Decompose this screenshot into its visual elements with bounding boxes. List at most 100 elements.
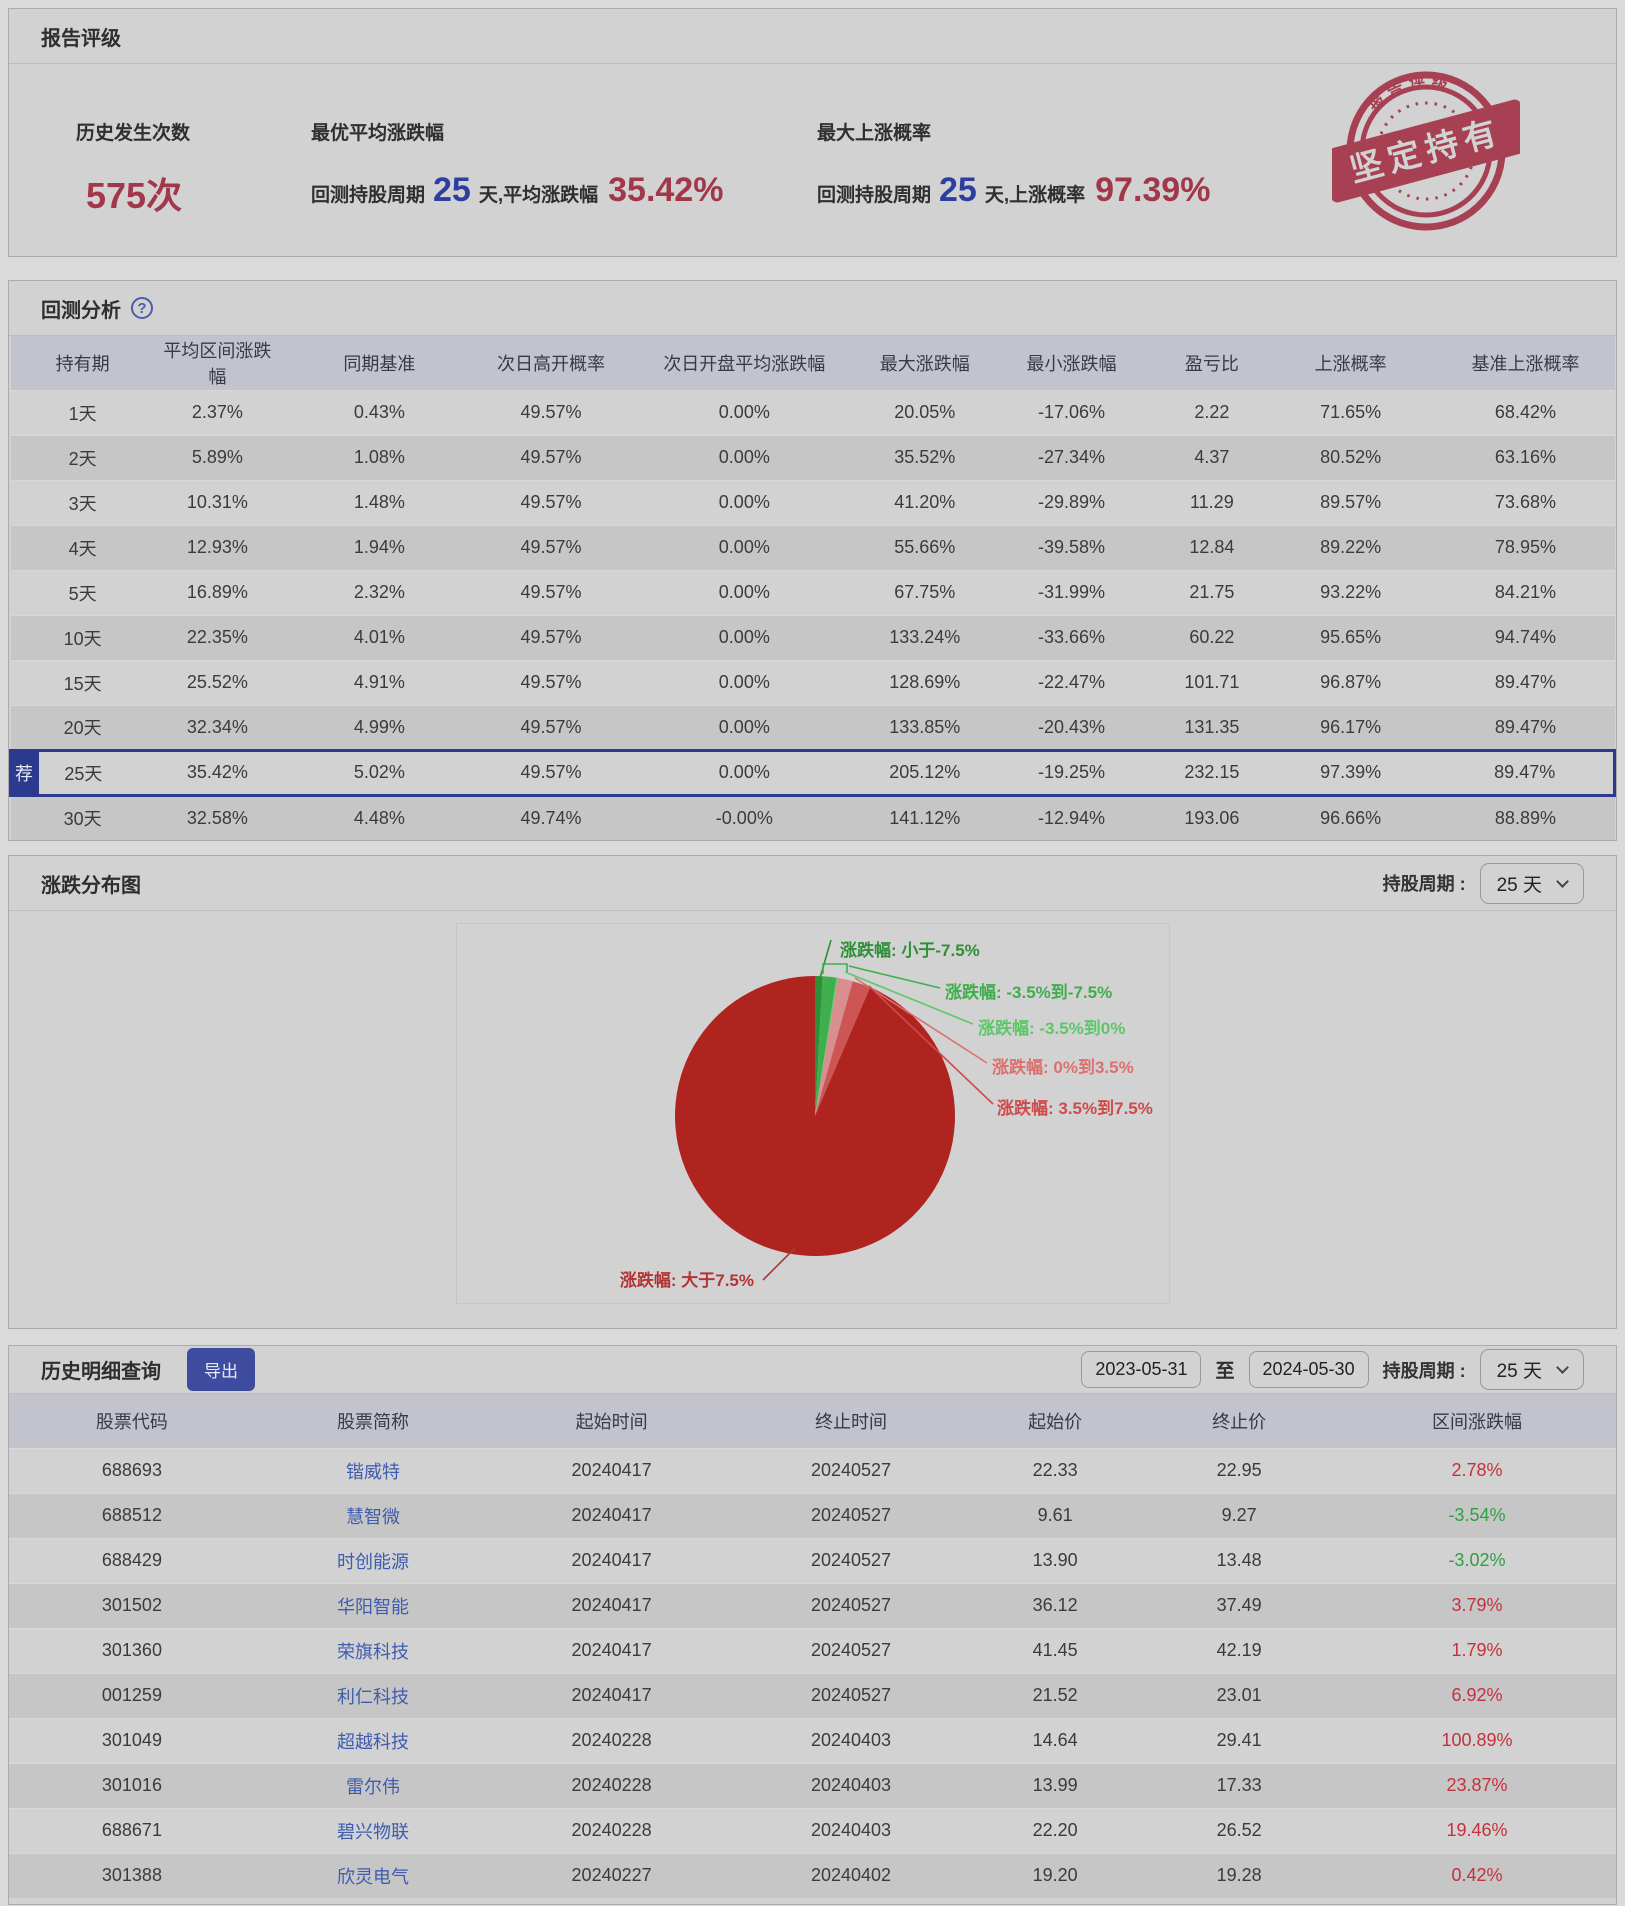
help-icon[interactable]: ? (131, 297, 153, 319)
backtest-cell: 16.89% (154, 569, 280, 615)
cell-value: 20240228 (571, 1730, 652, 1750)
column-header: 同期基准 (279, 336, 479, 390)
stock-name-link[interactable]: 华阳智能 (336, 1596, 409, 1617)
history-row: 688429 时创能源 20240417 20240527 13.90 13.48 -3.0… (9, 1537, 1616, 1583)
distribution-card-header: 涨跌分布图 持股周期 : 25 天 (9, 856, 1616, 911)
history-cell: 001259 (9, 1672, 255, 1718)
backtest-cell: 49.57% (478, 389, 624, 435)
backtest-cell: 0.43% (279, 389, 479, 435)
cell-value: 4.37 (1194, 447, 1230, 467)
recommend-badge: 荐 (9, 748, 39, 797)
backtest-cell: 49.57% (478, 614, 624, 660)
stat-max-probability: 最大上涨概率 回测持股周期 25 天,上涨概率 97.39% (817, 118, 1377, 219)
backtest-cell: -20.43% (984, 704, 1159, 750)
stat-best-gain-mid: 天,平均涨跌幅 (478, 185, 599, 206)
stock-name-link[interactable]: 利仁科技 (336, 1686, 409, 1707)
backtest-cell: 49.57% (478, 434, 624, 480)
cell-value: 96.66% (1320, 807, 1382, 828)
cell-value: 21.75 (1189, 582, 1235, 602)
cell-value: 49.57% (520, 447, 582, 467)
date-from-input[interactable]: 2023-05-31 (1081, 1351, 1202, 1388)
backtest-card: 回测分析 ? 持有期 平均区间涨跌幅 同期基准 次日高开概率 次日开盘平均涨跌幅 最大涨跌… (8, 280, 1617, 841)
history-row: 301049 超越科技 20240228 20240403 14.64 29.41 100.… (9, 1717, 1616, 1763)
stock-name-link[interactable]: 荣旗科技 (336, 1641, 409, 1662)
stock-name-link[interactable]: 时创能源 (336, 1551, 409, 1572)
backtest-cell: -29.89% (984, 479, 1159, 525)
cell-value: 0.00% (718, 537, 770, 557)
cell-value: 35.42% (186, 762, 248, 782)
history-cell: 20240403 (732, 1807, 970, 1853)
cell-value: 4.01% (353, 627, 405, 647)
backtest-cell: 5.89% (154, 434, 280, 480)
backtest-row: 5天 16.89% 2.32% 49.57% 0.00% 67.75% -31.99% 21.… (10, 569, 1615, 615)
backtest-cell: -27.34% (984, 434, 1159, 480)
backtest-cell: 89.22% (1264, 524, 1437, 570)
backtest-cell: 1.94% (279, 524, 479, 570)
stat-max-probability-line: 回测持股周期 25 天,上涨概率 97.39% (817, 171, 1377, 210)
column-header: 终止价 (1140, 1394, 1338, 1448)
history-cell: 20240527 (732, 1447, 970, 1493)
date-to-input[interactable]: 2024-05-30 (1248, 1351, 1369, 1388)
backtest-cell: 4天 (10, 524, 155, 570)
history-cell: 301049 (9, 1717, 255, 1763)
stock-name-link[interactable]: 欣灵电气 (336, 1866, 409, 1887)
cell-value: 26.52 (1216, 1820, 1262, 1840)
backtest-cell: 49.57% (478, 524, 624, 570)
pie-slice-label: 涨跌幅: -3.5%到-7.5% (945, 982, 1112, 1002)
cell-value: 4.48% (353, 807, 405, 828)
distribution-period-select[interactable]: 25 天 (1479, 862, 1584, 904)
stock-name-link[interactable]: 雷尔伟 (345, 1776, 400, 1797)
cell-value: 96.87% (1320, 672, 1382, 692)
backtest-cell: 133.24% (865, 614, 985, 660)
history-cell: 37.49 (1140, 1582, 1338, 1628)
cell-value: 25.52% (186, 672, 248, 692)
pie-slice (814, 977, 838, 1116)
cell-value: 23.01 (1216, 1685, 1262, 1705)
pie-leader-line (844, 971, 973, 1025)
cell-value: 19.28 (1216, 1865, 1262, 1886)
cell-value: 13.48 (1216, 1550, 1262, 1570)
backtest-cell: -22.47% (984, 659, 1159, 705)
backtest-cell: 96.87% (1264, 659, 1437, 705)
cell-value: 89.47% (1494, 672, 1556, 692)
cell-value: 2天 (68, 448, 97, 469)
cell-value: 63.16% (1494, 447, 1556, 467)
history-cell: 20240417 (491, 1582, 733, 1628)
history-period-label: 持股周期 : (1382, 1360, 1466, 1381)
change-percent: -3.02% (1448, 1550, 1506, 1570)
cell-value: 13.90 (1032, 1550, 1078, 1570)
backtest-cell: 141.12% (865, 794, 985, 840)
cell-value: 49.57% (520, 492, 582, 512)
cell-value: 35.52% (894, 447, 956, 467)
cell-value: 9.61 (1037, 1505, 1073, 1525)
cell-value: 0.00% (718, 627, 770, 647)
stock-name-link[interactable]: 超越科技 (336, 1731, 409, 1752)
stat-max-probability-mid: 天,上涨概率 (984, 185, 1086, 206)
cell-value: 20240417 (571, 1505, 652, 1525)
pie-slice (814, 981, 870, 1116)
stock-name-link[interactable]: 慧智微 (345, 1506, 400, 1527)
export-button[interactable]: 导出 (187, 1348, 255, 1391)
backtest-cell: 35.52% (865, 434, 985, 480)
stock-name-link[interactable]: 碧兴物联 (336, 1821, 409, 1842)
stat-max-probability-value: 97.39% (1095, 171, 1211, 209)
backtest-cell: 96.66% (1264, 794, 1437, 840)
column-header: 上涨概率 (1264, 336, 1437, 390)
cell-value: 101.71 (1184, 672, 1240, 692)
cell-value: 41.45 (1032, 1640, 1078, 1660)
backtest-table: 持有期 平均区间涨跌幅 同期基准 次日高开概率 次日开盘平均涨跌幅 最大涨跌幅 最小涨跌幅盈… (8, 336, 1617, 840)
cell-value: 30天 (63, 809, 102, 830)
backtest-cell: 89.47% (1436, 704, 1615, 750)
pie-leader-line (761, 1247, 796, 1281)
history-cell: 1.79% (1337, 1627, 1616, 1673)
stock-name-link[interactable]: 锴威特 (345, 1461, 400, 1482)
cell-value: 60.22 (1189, 627, 1235, 647)
cell-value: 15天 (63, 673, 102, 694)
backtest-table-body: 1天 2.37% 0.43% 49.57% 0.00% 20.05% -17.06% 2.22… (8, 389, 1617, 840)
cell-value: 49.57% (520, 627, 582, 647)
history-period-select[interactable]: 25 天 (1479, 1349, 1584, 1390)
cell-value: 20240403 (810, 1730, 892, 1750)
stat-occurrences-label: 历史发生次数 (76, 123, 191, 144)
backtest-cell: 0.00% (623, 434, 866, 480)
cell-value: -29.89% (1038, 492, 1106, 512)
